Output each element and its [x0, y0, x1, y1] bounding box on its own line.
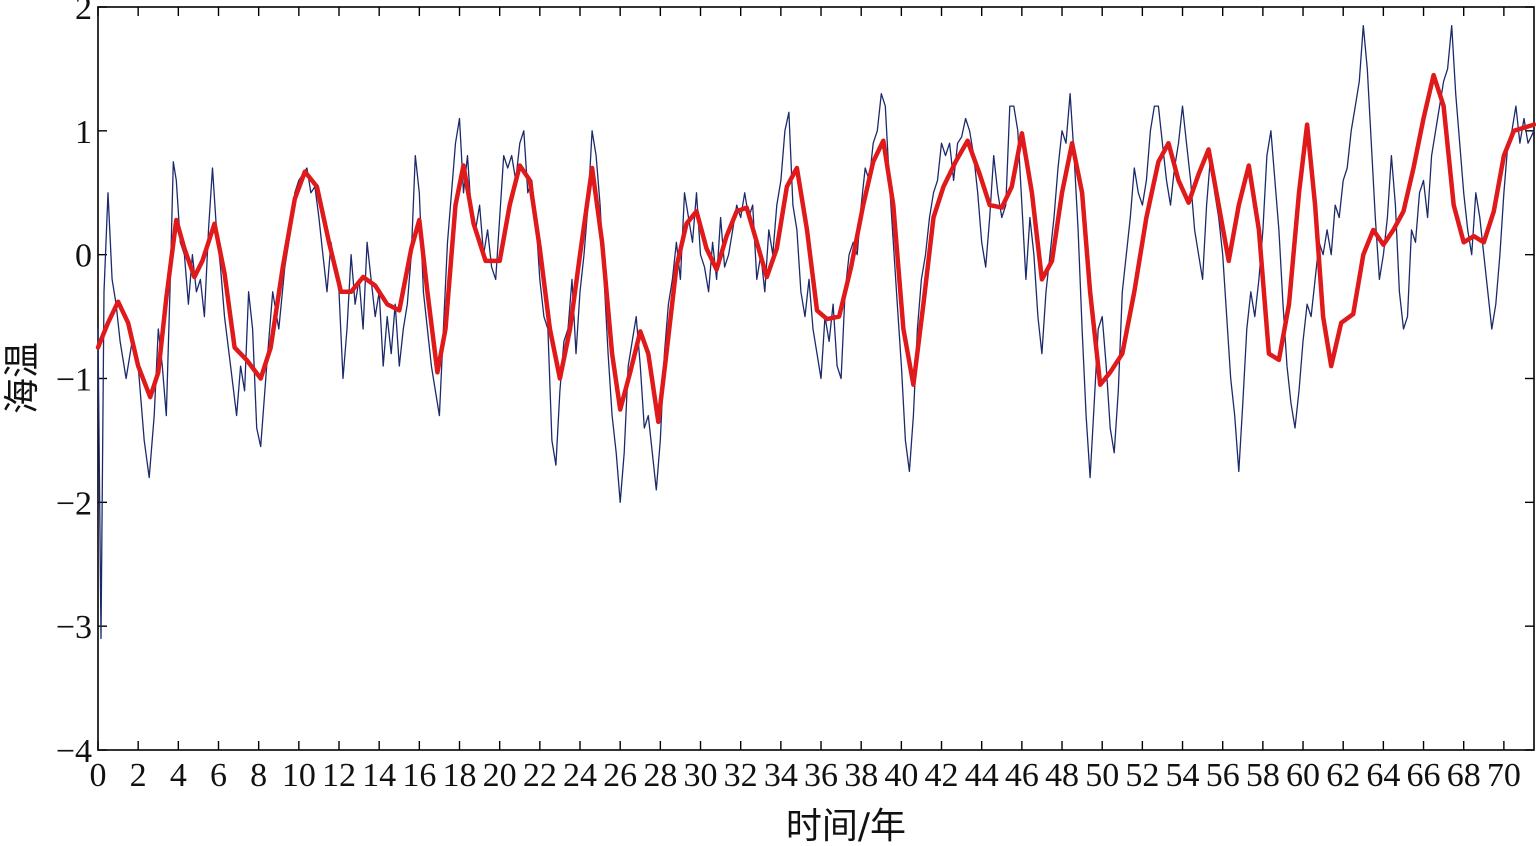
x-tick-label: 36 [804, 757, 838, 794]
x-tick-label: 32 [724, 757, 758, 794]
x-tick-label: 60 [1286, 757, 1320, 794]
x-tick-label: 22 [523, 757, 557, 794]
x-tick-label: 58 [1246, 757, 1280, 794]
x-tick-label: 8 [250, 757, 267, 794]
plot-frame [97, 6, 1535, 751]
x-tick-label: 64 [1366, 757, 1400, 794]
raw-series-line [97, 24, 1535, 640]
x-tick-label: 6 [210, 757, 227, 794]
y-tick-label: −2 [56, 485, 92, 522]
y-tick-label: 2 [75, 0, 92, 27]
x-tick-label: 26 [603, 757, 637, 794]
x-tick-label: 38 [844, 757, 878, 794]
y-tick-label: −1 [56, 362, 92, 399]
y-axis-title: 海温 [2, 342, 43, 414]
x-tick-label: 30 [684, 757, 718, 794]
x-tick-label: 20 [483, 757, 517, 794]
x-tick-label: 14 [362, 757, 396, 794]
x-tick-label: 42 [925, 757, 959, 794]
x-tick-label: 0 [90, 757, 107, 794]
x-tick-label: 40 [884, 757, 918, 794]
x-tick-label: 2 [130, 757, 147, 794]
x-tick-label: 18 [443, 757, 477, 794]
x-tick-label: 4 [170, 757, 187, 794]
x-tick-label: 34 [764, 757, 798, 794]
series-layer [95, 24, 1536, 640]
x-tick-label: 62 [1326, 757, 1360, 794]
x-tick-label: 12 [322, 757, 356, 794]
x-tick-label: 70 [1487, 757, 1521, 794]
x-tick-label: 66 [1407, 757, 1441, 794]
x-tick-label: 10 [282, 757, 316, 794]
y-tick-label: 1 [75, 114, 92, 151]
x-axis-title: 时间/年 [786, 806, 906, 846]
x-tick-label: 48 [1045, 757, 1079, 794]
x-tick-label: 46 [1005, 757, 1039, 794]
x-tick-label: 68 [1447, 757, 1481, 794]
x-tick-label: 28 [643, 757, 677, 794]
y-tick-label: 0 [75, 238, 92, 275]
y-tick-label: −3 [56, 609, 92, 646]
y-axis-ticks: −4 −3 −2 −1 0 1 2 [56, 0, 1534, 770]
smoothed-series-line [95, 72, 1536, 425]
x-tick-label: 16 [402, 757, 436, 794]
x-tick-label: 44 [965, 757, 999, 794]
x-tick-label: 54 [1166, 757, 1200, 794]
y-tick-label: −4 [56, 733, 92, 770]
x-tick-label: 24 [563, 757, 597, 794]
x-tick-label: 50 [1085, 757, 1119, 794]
x-tick-label: 52 [1125, 757, 1159, 794]
x-axis-ticks: 0 2 4 6 8 10 12 14 16 18 20 22 24 26 28 30 32 34 36 38 40 42 4… [90, 7, 1521, 794]
x-tick-label: 56 [1206, 757, 1240, 794]
